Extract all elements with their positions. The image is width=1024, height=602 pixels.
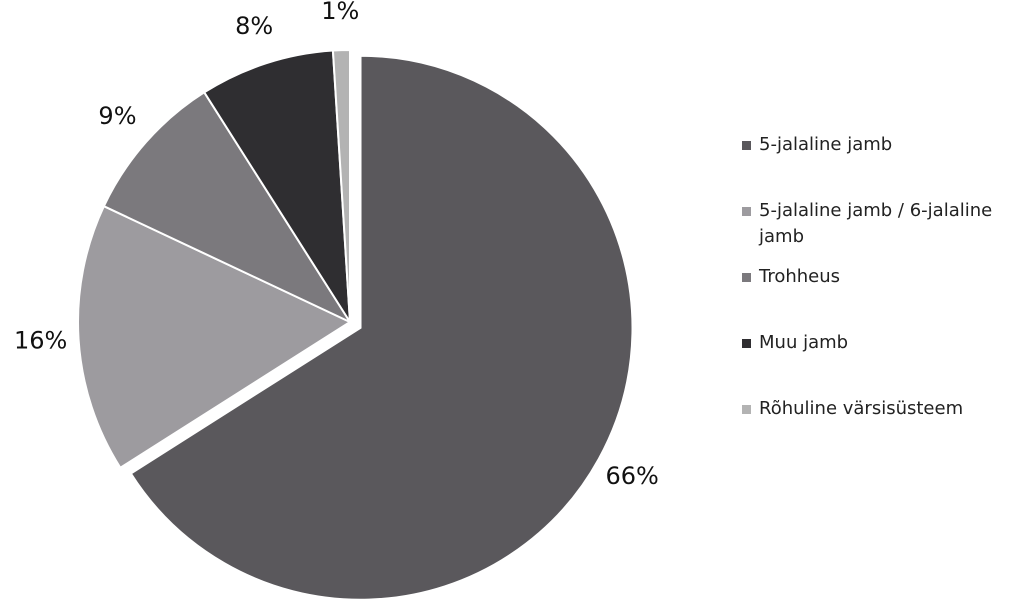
legend-label: Trohheus bbox=[759, 266, 841, 287]
legend-label: 5-jalaline jamb / 6-jalaline jamb bbox=[759, 200, 993, 247]
legend-label: 5-jalaline jamb bbox=[759, 134, 893, 155]
pie-slice bbox=[77, 204, 353, 470]
legend-label: Rõhuline värsisüsteem bbox=[759, 398, 964, 419]
value-label: 8% bbox=[235, 12, 273, 40]
legend-entry: Rõhuline värsisüsteem bbox=[742, 396, 1017, 422]
legend-swatch bbox=[742, 207, 751, 216]
legend-swatch bbox=[742, 141, 751, 150]
legend-swatch bbox=[742, 339, 751, 348]
pie-slice bbox=[202, 49, 351, 323]
legend-entry: Muu jamb bbox=[742, 330, 1017, 356]
pie-slice bbox=[102, 90, 353, 325]
value-label: 1% bbox=[321, 0, 359, 25]
legend-entry: Trohheus bbox=[742, 264, 1017, 290]
legend-entry: 5-jalaline jamb / 6-jalaline jamb bbox=[742, 198, 1017, 250]
pie-slice bbox=[129, 54, 634, 601]
value-label: 16% bbox=[14, 326, 67, 354]
pie-area: 66% 16% 9% 8% 1% bbox=[14, 0, 659, 601]
legend-swatch bbox=[742, 405, 751, 414]
legend-label: Muu jamb bbox=[759, 332, 849, 353]
legend-swatch bbox=[742, 273, 751, 282]
legend: 5-jalaline jamb 5-jalaline jamb / 6-jalal… bbox=[742, 132, 1017, 462]
pie-slice bbox=[331, 48, 351, 323]
value-label: 66% bbox=[605, 462, 658, 490]
value-label: 9% bbox=[98, 102, 136, 130]
legend-entry: 5-jalaline jamb bbox=[742, 132, 1017, 158]
